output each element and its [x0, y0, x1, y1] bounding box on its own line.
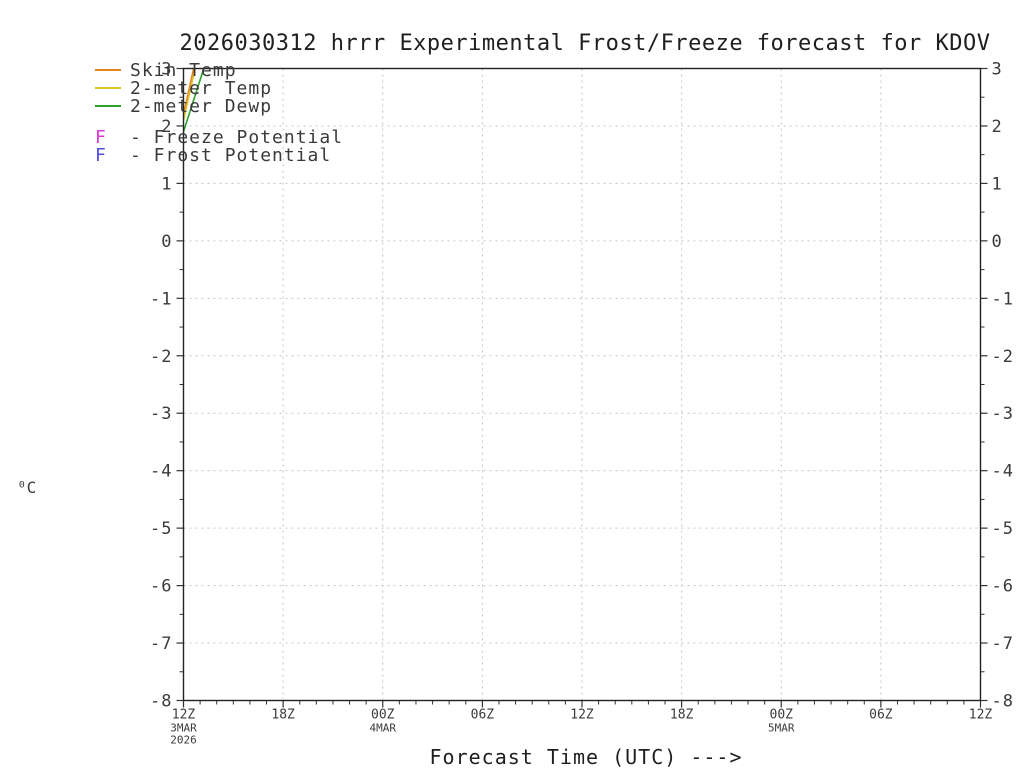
frost-potential-symbol: F: [95, 144, 107, 166]
legend-label: - Freeze Potential: [130, 126, 344, 148]
y-tick-label-left: -7: [150, 634, 172, 654]
x-tick-label: 12Z: [570, 708, 594, 723]
legend-item-2m-temp: 2-meter Temp: [95, 77, 343, 99]
y-axis-unit-label: ⁰C: [17, 478, 37, 497]
skin-temp-line-icon: [95, 69, 121, 71]
two-meter-dewp-line-icon: [95, 105, 121, 107]
y-tick-label-left: -1: [150, 289, 172, 309]
legend-label: - Frost Potential: [130, 144, 332, 166]
legend-item-2m-dewp: 2-meter Dewp: [95, 95, 343, 117]
legend-label: Skin Temp: [130, 59, 237, 81]
y-tick-label-right: 3: [992, 60, 1003, 80]
y-tick-label-left: 2: [161, 117, 172, 137]
y-tick-label-right: 0: [992, 232, 1003, 252]
y-tick-label-right: -1: [992, 289, 1014, 309]
series-skin-temp: [183, 68, 195, 115]
x-tick-label: 12Z: [172, 708, 196, 723]
x-tick-label: 06Z: [869, 708, 893, 723]
y-tick-label-left: -2: [150, 347, 172, 367]
plot-border: [182, 67, 982, 702]
x-tick-label: 12Z: [969, 708, 993, 723]
chart-title: 2026030312 hrrr Experimental Frost/Freez…: [179, 31, 991, 56]
gridlines: [183, 68, 981, 701]
legend-item-frost-potential: F - Frost Potential: [95, 144, 343, 166]
x-tick-label: 00Z: [371, 708, 395, 723]
x-tick-label: 06Z: [471, 708, 495, 723]
x-date-label: 4MAR: [370, 722, 397, 735]
two-meter-temp-line-icon: [95, 87, 121, 89]
y-tick-label-right: -8: [992, 692, 1014, 712]
freeze-potential-symbol: F: [95, 126, 107, 148]
y-tick-label-left: -8: [150, 692, 172, 712]
y-tick-label-left: 0: [161, 232, 172, 252]
x-tick-label: 00Z: [770, 708, 794, 723]
y-tick-label-left: -3: [150, 404, 172, 424]
y-tick-label-left: 3: [161, 60, 172, 80]
series-2-meter-dewp: [183, 68, 205, 132]
y-tick-label-right: -2: [992, 347, 1014, 367]
y-tick-label-left: -6: [150, 577, 172, 597]
series-2-meter-temp: [183, 68, 197, 121]
x-axis-title: Forecast Time (UTC) --->: [429, 745, 743, 768]
x-tick-label: 18Z: [670, 708, 694, 723]
y-tick-label-right: -4: [992, 462, 1014, 482]
axis-tick-labels: 3 3 2 2 1 1 0 0 -1 -1 -2 -2 -3 -3 -4 -4 -5 -5 -6 -6 -7 -7 -8 -8…: [150, 60, 1014, 747]
x-tick-label: 18Z: [271, 708, 295, 723]
y-tick-label-left: -4: [150, 462, 172, 482]
legend-item-freeze-potential: F - Freeze Potential: [95, 126, 344, 148]
legend-item-skin-temp: Skin Temp: [95, 59, 343, 81]
x-date-label: 2026: [170, 734, 197, 747]
legend-label: 2-meter Temp: [130, 77, 273, 99]
y-tick-label-right: 1: [992, 174, 1003, 194]
series-lines: [183, 68, 205, 132]
x-date-label: 5MAR: [768, 722, 795, 735]
y-tick-label-right: -3: [992, 404, 1014, 424]
y-tick-label-left: -5: [150, 519, 172, 539]
x-date-label: 3MAR: [170, 722, 197, 735]
legend: Skin Temp 2-meter Temp 2-meter Dewp F - …: [95, 59, 344, 166]
y-tick-label-left: 1: [161, 174, 172, 194]
y-tick-label-right: -6: [992, 577, 1014, 597]
y-tick-label-right: -7: [992, 634, 1014, 654]
legend-label: 2-meter Dewp: [130, 95, 273, 117]
y-tick-label-right: -5: [992, 519, 1014, 539]
y-tick-label-right: 2: [992, 117, 1003, 137]
